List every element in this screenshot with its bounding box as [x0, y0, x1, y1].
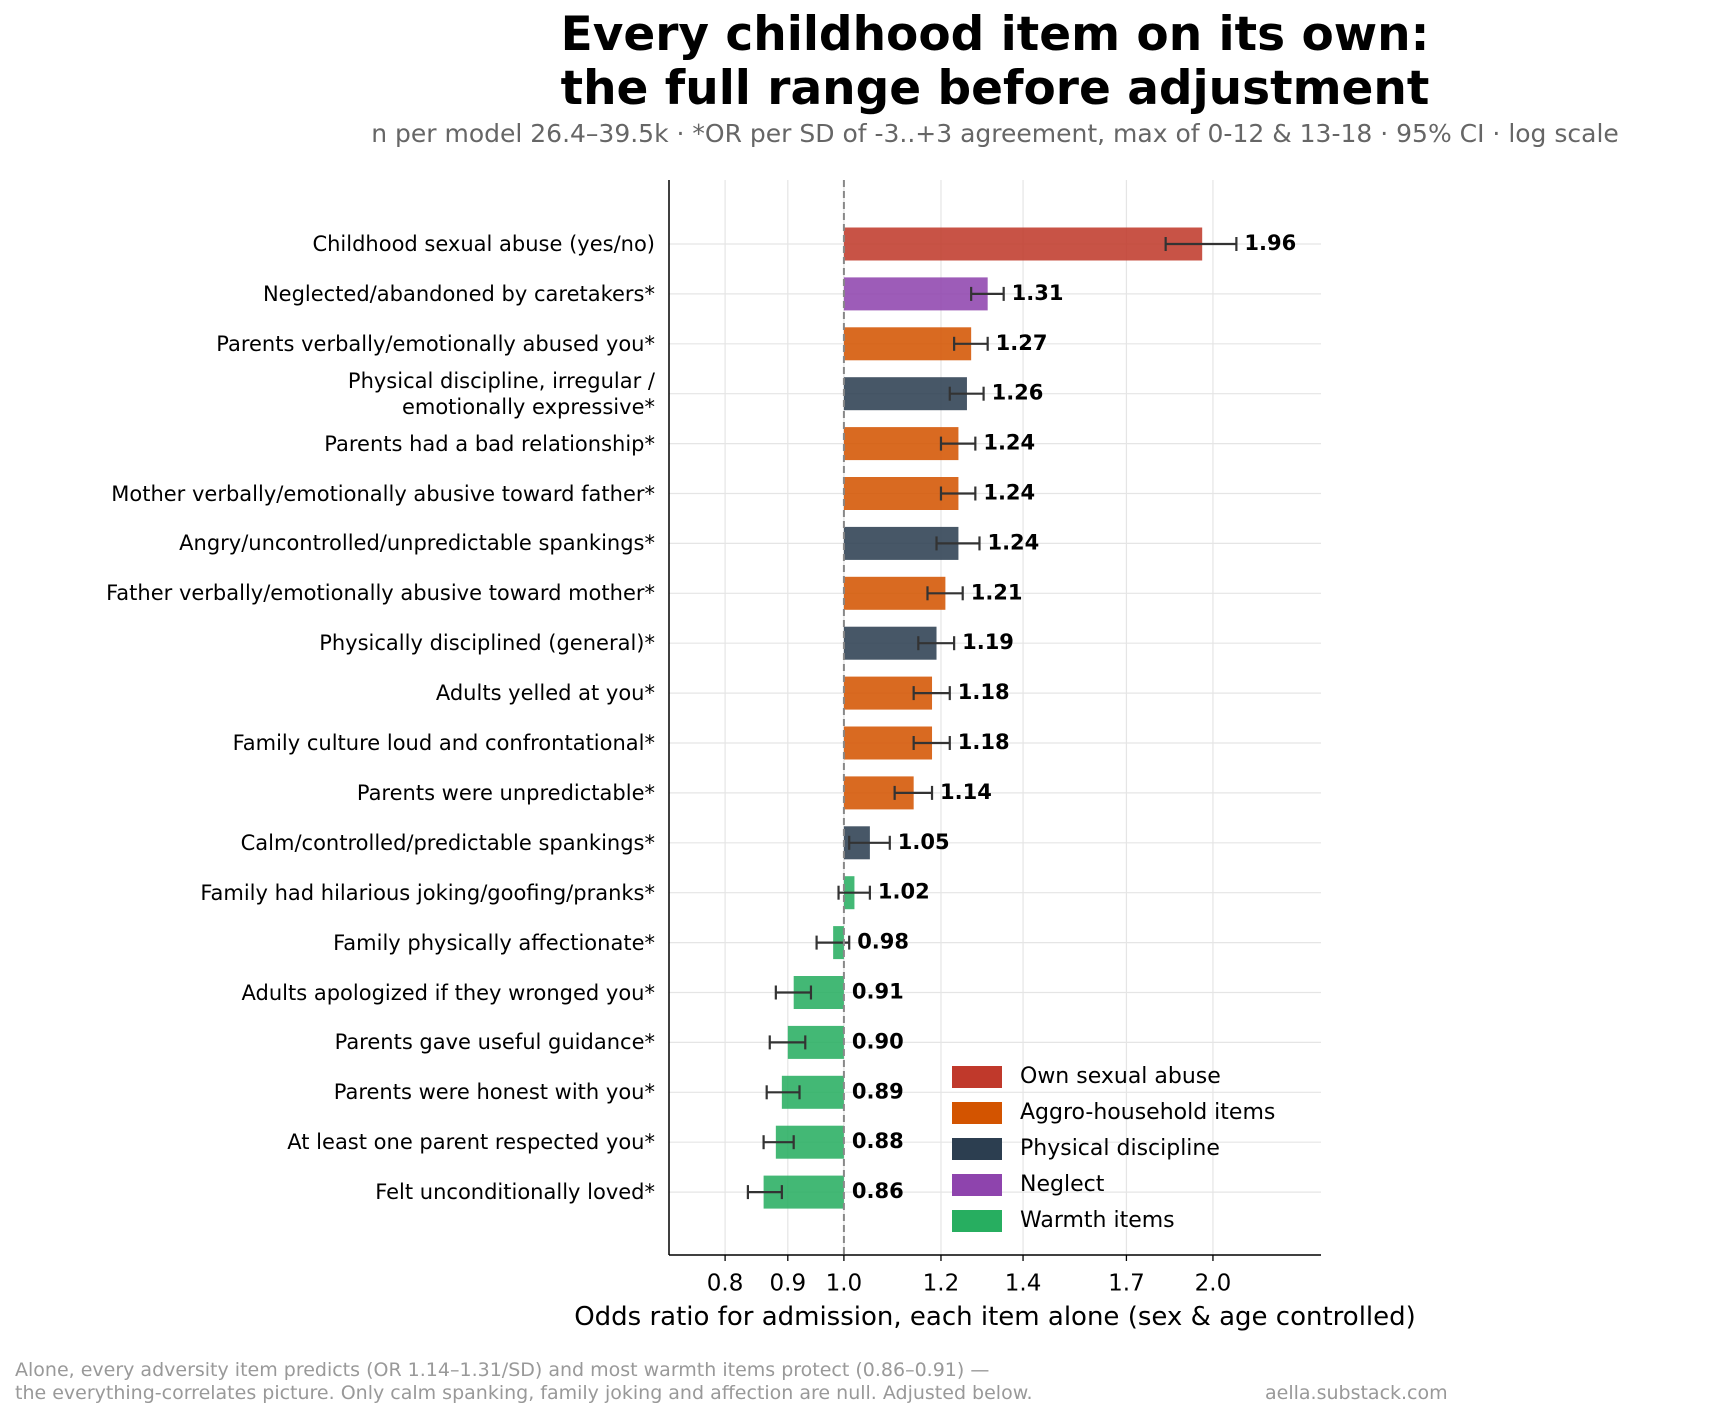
- y-tick-label: Family culture loud and confrontational*: [232, 731, 655, 755]
- y-tick-label: Felt unconditionally loved*: [375, 1180, 655, 1205]
- x-tick-label: 1.0: [826, 1271, 863, 1297]
- y-tick-label: Angry/uncontrolled/unpredictable spankin…: [179, 531, 655, 556]
- y-tick-label: Neglected/abandoned by caretakers*: [262, 281, 655, 306]
- bar: [843, 227, 1203, 261]
- value-label: 0.90: [852, 1029, 904, 1053]
- y-tick-label: Childhood sexual abuse (yes/no): [312, 232, 655, 256]
- chart-subtitle: n per model 26.4–39.5k · *OR per SD of -…: [371, 119, 1619, 148]
- y-tick-label: At least one parent respected you*: [287, 1130, 655, 1155]
- value-label: 1.24: [987, 530, 1039, 554]
- y-tick-label: Physical discipline, irregular / emotion…: [347, 368, 655, 419]
- y-tick-label: Parents were honest with you*: [333, 1080, 655, 1105]
- y-tick-label: Parents gave useful guidance*: [334, 1030, 655, 1055]
- value-label: 1.31: [1012, 281, 1064, 305]
- value-label: 0.91: [852, 980, 904, 1004]
- y-tick-label: Father verbally/emotionally abusive towa…: [106, 581, 655, 606]
- value-label: 1.05: [898, 830, 950, 854]
- legend-label: Aggro-household items: [1020, 1100, 1275, 1125]
- chart-title: Every childhood item on its own: the ful…: [560, 7, 1430, 116]
- y-tick-label: Mother verbally/emotionally abusive towa…: [111, 481, 655, 506]
- y-tick-label: Physically disciplined (general)*: [319, 631, 655, 656]
- y-tick-label: Calm/controlled/predictable spankings*: [240, 830, 655, 855]
- y-tick-label: Family physically affectionate*: [333, 930, 655, 955]
- credit: aella.substack.com: [1265, 1382, 1448, 1404]
- bar: [843, 327, 972, 361]
- value-label: 1.18: [958, 730, 1010, 754]
- x-tick-label: 0.9: [770, 1271, 807, 1297]
- x-axis-label: Odds ratio for admission, each item alon…: [574, 1302, 1416, 1332]
- value-label: 0.98: [857, 930, 909, 954]
- value-label: 1.27: [996, 331, 1048, 355]
- value-label: 1.18: [958, 680, 1010, 704]
- value-label: 1.02: [878, 880, 930, 904]
- y-tick-label: Parents had a bad relationship*: [324, 431, 655, 456]
- value-label: 1.24: [983, 481, 1035, 505]
- y-tick-label: Parents verbally/emotionally abused you*: [216, 331, 655, 356]
- value-label: 0.88: [852, 1129, 904, 1153]
- x-tick-label: 0.8: [707, 1271, 744, 1297]
- value-label: 0.89: [852, 1079, 904, 1103]
- y-tick-label: Parents were unpredictable*: [356, 780, 655, 805]
- y-tick-label: Adults yelled at you*: [435, 681, 655, 706]
- bar: [843, 277, 988, 311]
- legend-swatch: [952, 1102, 1002, 1124]
- bar: [843, 477, 959, 510]
- legend-label: Neglect: [1020, 1172, 1105, 1197]
- legend-label: Physical discipline: [1020, 1136, 1220, 1161]
- legend-swatch: [952, 1138, 1002, 1160]
- value-label: 1.26: [992, 381, 1044, 405]
- value-label: 1.19: [962, 630, 1014, 654]
- y-tick-label: Family had hilarious joking/goofing/pran…: [200, 880, 655, 905]
- bar: [843, 427, 959, 461]
- x-tick-label: 1.7: [1108, 1271, 1145, 1297]
- footnote: Alone, every adversity item predicts (OR…: [15, 1359, 1033, 1404]
- legend-swatch: [952, 1174, 1002, 1196]
- value-label: 1.14: [940, 780, 992, 804]
- value-label: 1.96: [1244, 231, 1296, 255]
- value-label: 1.24: [983, 431, 1035, 455]
- x-tick-label: 1.4: [1005, 1271, 1042, 1297]
- value-label: 1.21: [971, 580, 1023, 604]
- y-tick-label: Adults apologized if they wronged you*: [241, 980, 655, 1005]
- legend-swatch: [952, 1066, 1002, 1088]
- bar: [843, 377, 967, 411]
- x-tick-label: 1.2: [923, 1271, 960, 1297]
- legend-label: Warmth items: [1020, 1208, 1175, 1233]
- value-label: 0.86: [852, 1179, 904, 1203]
- legend-swatch: [952, 1210, 1002, 1232]
- x-tick-label: 2.0: [1195, 1271, 1232, 1297]
- legend-label: Own sexual abuse: [1020, 1064, 1221, 1089]
